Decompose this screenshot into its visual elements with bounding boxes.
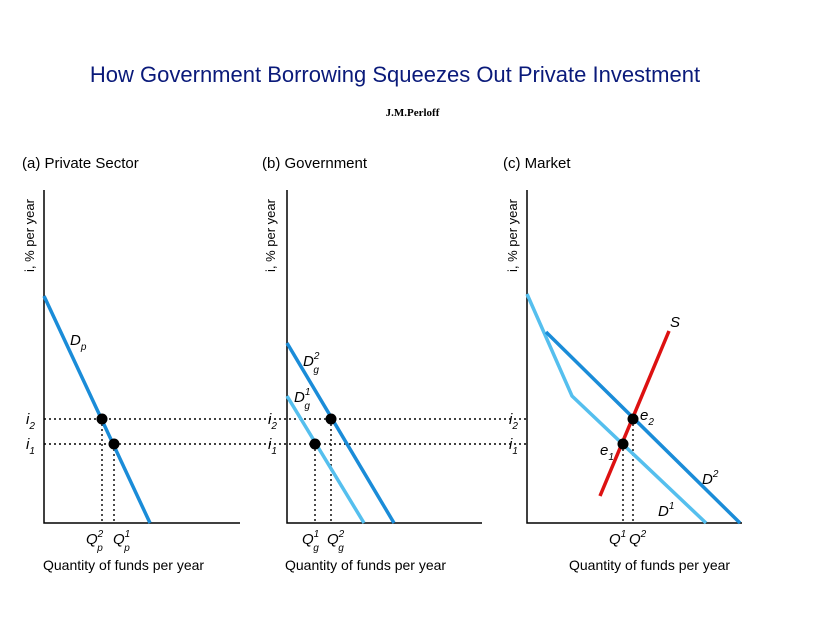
- panel-a-title: (a) Private Sector: [22, 155, 139, 172]
- panel-c-label-s: S: [670, 314, 680, 331]
- panel-a-axes: [43, 190, 240, 524]
- panel-a-xtick-qp2: Q2 p: [86, 529, 104, 554]
- panel-c-label-d1: D1: [658, 501, 674, 520]
- panel-c-ytick-i1: i1: [509, 436, 518, 457]
- panel-c-label-e2: e2: [640, 407, 654, 428]
- panel-b-ylabel: i, % per year: [263, 198, 278, 272]
- panel-c-point-e2: [627, 413, 639, 425]
- page-title: How Government Borrowing Squeezes Out Pr…: [89, 62, 701, 87]
- panel-b-point-i1: [309, 438, 321, 450]
- panel-c-axes: [526, 190, 742, 524]
- panel-a-xtick-qp1: Q1 p: [113, 529, 130, 554]
- panel-a-point-i2: [96, 413, 108, 425]
- panel-a-ytick-i1: i1: [26, 436, 35, 457]
- panel-b-axes: [286, 190, 482, 524]
- panel-a-curve-dp: [42, 295, 152, 524]
- panel-c-title: (c) Market: [503, 155, 571, 172]
- panel-b-point-i2: [325, 413, 337, 425]
- panel-b-xtick-qg1: Q1 g: [302, 529, 319, 554]
- panel-c-curve-d2: [544, 330, 742, 525]
- panel-a-point-i1: [108, 438, 120, 450]
- panel-b-label-dg2: D2 g: [303, 351, 320, 376]
- panel-b-title: (b) Government: [262, 155, 368, 172]
- panel-c-ylabel: i, % per year: [505, 198, 520, 272]
- panel-c-ytick-i2: i2: [509, 411, 518, 432]
- panel-c-label-e1: e1: [600, 442, 614, 463]
- panel-a-ylabel: i, % per year: [22, 198, 37, 272]
- panel-a-label-dp: Dp: [70, 332, 87, 353]
- panel-c-label-d2: D2: [702, 469, 719, 488]
- panel-c-xlabel: Quantity of funds per year: [569, 557, 730, 573]
- panel-c-curve-d1: [525, 293, 708, 525]
- panel-b-ytick-i2: i2: [268, 411, 277, 432]
- panel-b-xlabel: Quantity of funds per year: [285, 557, 446, 573]
- panel-b-label-dg1: D1 g: [294, 387, 310, 412]
- panel-a-ytick-i2: i2: [26, 411, 35, 432]
- panel-c-curve-s: [598, 330, 671, 497]
- panel-b-ytick-i1: i1: [268, 436, 277, 457]
- author-label: J.M.Perloff: [385, 107, 440, 119]
- panel-b-curve-dg2: [285, 342, 396, 524]
- panel-b-curve-dg1: [285, 395, 366, 524]
- panel-c-point-e1: [617, 438, 629, 450]
- panel-b-xtick-qg2: Q2 g: [327, 529, 345, 554]
- panel-c-xtick-q2: Q2: [629, 529, 647, 548]
- panel-c-xtick-q1: Q1: [609, 529, 626, 548]
- panel-a-xlabel: Quantity of funds per year: [43, 557, 204, 573]
